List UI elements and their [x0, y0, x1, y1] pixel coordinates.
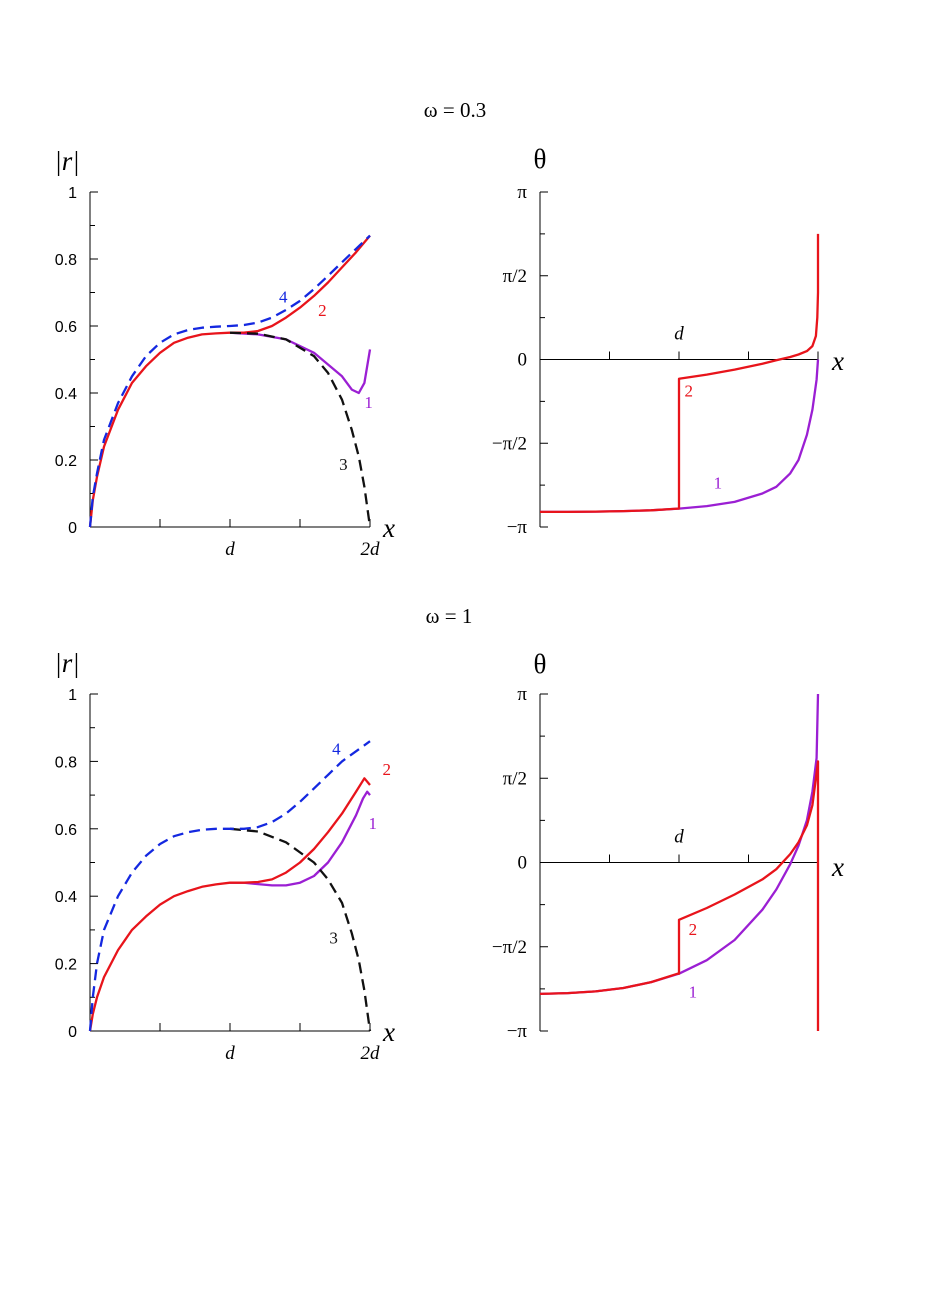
series-2-line: [88, 234, 371, 528]
series-2-label: 2: [689, 920, 698, 939]
y-tick-label: −π: [507, 517, 528, 538]
series-4-label: 4: [332, 740, 341, 759]
series-1-label: 1: [364, 393, 373, 412]
y-axis-label: |r|: [54, 648, 79, 678]
series-1-label: 1: [714, 473, 723, 492]
y-tick-label: 0: [68, 1024, 77, 1041]
y-tick-label: 0.4: [55, 386, 77, 403]
y-tick-label: 0.2: [55, 957, 77, 974]
y-tick-label: π/2: [503, 266, 527, 287]
panel-r-omega-0-3: ω = 0.3 |r| 0 0.2 0.4 0.6 0.8 1 d 2dx 1 2 3 4: [54, 98, 486, 560]
panel-theta-omega-1: θ −π −π/2 0 π/2 π d x 1 2: [492, 649, 844, 1042]
y-tick-label: 1: [68, 185, 77, 202]
y-tick-label: 1: [68, 687, 77, 704]
x-tick-label: 2d: [361, 1043, 381, 1064]
x-axis-label: x: [831, 852, 844, 882]
x-tick-label: 2d: [361, 539, 381, 560]
y-tick-label: 0.6: [55, 822, 77, 839]
series-3-line: [229, 331, 372, 528]
y-tick-label: 0.6: [55, 319, 77, 336]
series-4-line: [88, 740, 371, 1032]
y-tick-label: 0: [68, 520, 77, 537]
y-tick-label: −π/2: [492, 433, 527, 454]
series-3-label: 3: [329, 928, 338, 947]
series-4-line: [88, 234, 371, 528]
y-tick-label: −π: [507, 1021, 528, 1042]
series-3-label: 3: [339, 455, 348, 474]
x-tick-label: d: [225, 1043, 235, 1064]
x-axis-label: x: [831, 346, 844, 376]
x-tick-label: d: [225, 539, 235, 560]
y-tick-label: −π/2: [492, 937, 527, 958]
y-axis-label: θ: [534, 649, 547, 679]
x-tick-label: d: [674, 324, 684, 345]
series-2-label: 2: [318, 301, 327, 320]
x-axis-label: x: [382, 1017, 395, 1047]
y-tick-label: 0: [518, 853, 528, 874]
y-tick-label: 0.8: [55, 754, 77, 771]
y-axis-label: |r|: [54, 146, 79, 176]
panel-title: ω = 1: [426, 604, 473, 628]
y-axis-label: θ: [534, 144, 547, 174]
panel-theta-omega-0-3: θ −π −π/2 0 π/2 π d x 1 2: [492, 144, 844, 538]
y-tick-label: 0.8: [55, 252, 77, 269]
y-tick-label: 0.4: [55, 889, 77, 906]
y-tick-label: π: [517, 182, 527, 203]
x-tick-label: d: [674, 827, 684, 848]
panel-title: ω = 0.3: [424, 98, 486, 122]
y-tick-label: 0: [518, 350, 528, 371]
panel-r-omega-1: ω = 1 |r| 0 0.2 0.4 0.6 0.8 1 d 2dx 1 2 3 4: [54, 604, 472, 1064]
series-1-line: [229, 331, 372, 395]
y-tick-label: π: [517, 684, 527, 705]
series-3-line: [229, 827, 372, 1032]
series-1-label: 1: [689, 982, 698, 1001]
y-tick-label: 0.2: [55, 453, 77, 470]
series-1-label: 1: [369, 814, 378, 833]
series-1-line: [230, 790, 371, 887]
series-2-line: [88, 777, 371, 1032]
series-4-label: 4: [279, 288, 288, 307]
y-tick-label: π/2: [503, 768, 527, 789]
x-axis-label: x: [382, 513, 395, 543]
series-2-label: 2: [684, 381, 693, 400]
series-2-line: [539, 760, 820, 1031]
series-2-line: [540, 233, 820, 514]
series-2-label: 2: [383, 760, 392, 779]
